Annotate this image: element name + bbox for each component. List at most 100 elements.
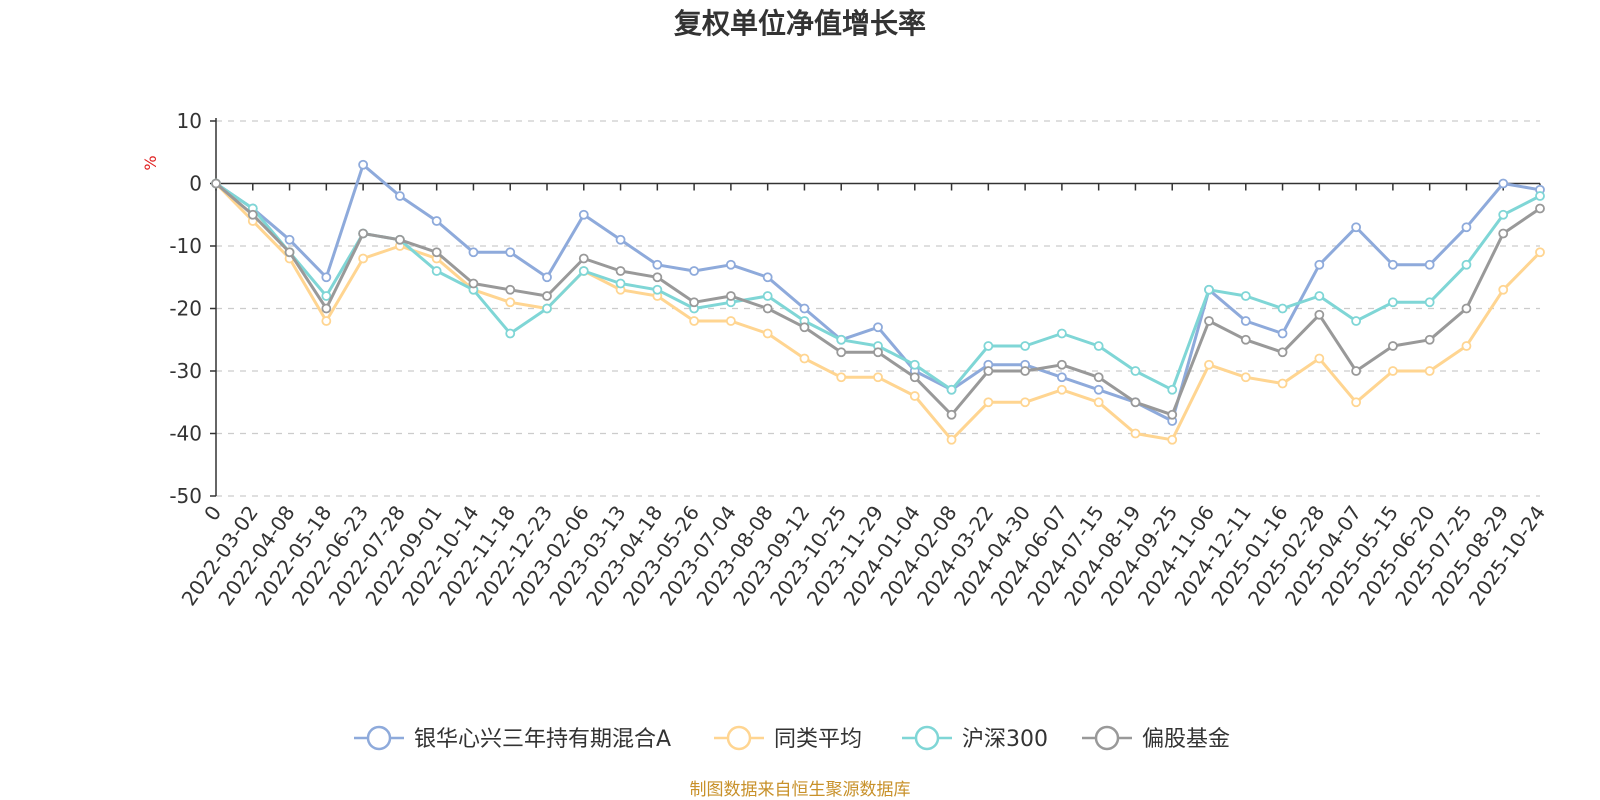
- data-point: [1498, 228, 1509, 239]
- data-point: [1351, 397, 1362, 408]
- data-point: [1130, 366, 1141, 376]
- legend-item[interactable]: 沪深300: [902, 725, 1048, 752]
- data-point: [725, 259, 736, 270]
- data-point: [725, 316, 736, 326]
- series-line: [214, 182, 1542, 392]
- data-point: [1130, 397, 1141, 408]
- data-point: [1351, 316, 1362, 326]
- data-point: [321, 272, 332, 283]
- data-point: [1424, 366, 1435, 376]
- legend-item[interactable]: 同类平均: [714, 725, 862, 752]
- data-point: [1314, 309, 1325, 320]
- series-2: [211, 178, 1545, 395]
- data-point: [542, 303, 552, 314]
- data-point: [909, 391, 920, 401]
- data-point: [1204, 359, 1214, 370]
- data-point: [431, 216, 442, 226]
- data-point: [799, 322, 810, 333]
- data-point: [762, 303, 773, 314]
- data-point: [431, 266, 442, 276]
- chart-title: 复权单位净值增长率: [674, 7, 926, 40]
- data-point: [578, 266, 589, 276]
- y-tick-label: 0: [189, 172, 202, 196]
- data-point: [505, 297, 516, 308]
- data-point: [1167, 434, 1178, 445]
- data-point: [468, 278, 479, 289]
- data-point: [799, 303, 810, 314]
- data-point: [505, 328, 516, 339]
- data-point: [762, 328, 773, 339]
- data-point: [615, 234, 626, 245]
- data-point: [1314, 291, 1325, 301]
- data-point: [909, 359, 920, 370]
- data-point: [358, 228, 369, 239]
- y-tick-label: -30: [169, 359, 202, 383]
- data-point: [1387, 366, 1398, 376]
- data-point: [1167, 384, 1178, 395]
- data-point: [1535, 191, 1545, 201]
- data-point: [652, 259, 663, 270]
- data-point: [542, 291, 552, 301]
- data-point: [247, 209, 258, 220]
- series-group: [211, 159, 1545, 445]
- data-point: [1498, 178, 1509, 189]
- axes: 100-10-20-30-40-5002022-03-022022-04-082…: [169, 109, 1550, 610]
- legend-label: 同类平均: [774, 727, 862, 752]
- legend-item[interactable]: 银华心兴三年持有期混合A: [354, 725, 671, 752]
- data-point: [578, 209, 589, 220]
- data-point: [1461, 259, 1472, 270]
- grid: [216, 120, 1540, 497]
- data-point: [1461, 222, 1472, 233]
- data-point: [211, 178, 221, 189]
- data-point: [946, 384, 957, 395]
- legend-item[interactable]: 偏股基金: [1082, 725, 1230, 752]
- data-point: [725, 291, 736, 301]
- data-point: [1387, 341, 1398, 351]
- data-point: [505, 284, 516, 295]
- data-point: [1277, 378, 1288, 389]
- data-point: [1204, 284, 1214, 295]
- data-point: [1461, 303, 1472, 314]
- data-point: [689, 266, 700, 276]
- data-point: [321, 316, 332, 326]
- legend[interactable]: 银华心兴三年持有期混合A 同类平均 沪深300 偏股基金: [354, 725, 1230, 752]
- data-point: [321, 303, 332, 314]
- data-point: [983, 341, 994, 351]
- data-point: [1020, 366, 1031, 376]
- data-point: [983, 397, 994, 408]
- data-point: [1387, 297, 1398, 308]
- data-point: [284, 247, 295, 258]
- data-point: [689, 297, 700, 308]
- data-point: [873, 347, 883, 358]
- data-point: [983, 366, 994, 376]
- legend-marker: [726, 725, 752, 751]
- data-point: [909, 372, 920, 383]
- data-point: [1424, 259, 1435, 270]
- data-point: [1498, 209, 1509, 220]
- data-point: [1130, 428, 1141, 439]
- legend-label: 沪深300: [962, 727, 1048, 752]
- data-point: [873, 372, 883, 383]
- data-point: [1056, 359, 1067, 370]
- y-axis-unit: %: [141, 155, 160, 170]
- data-point: [799, 353, 810, 364]
- data-point: [505, 247, 516, 258]
- y-tick-label: 10: [177, 109, 202, 133]
- data-point: [358, 159, 369, 170]
- data-point: [1240, 291, 1251, 301]
- data-point: [762, 291, 773, 301]
- data-point: [1277, 303, 1288, 314]
- legend-label: 偏股基金: [1142, 727, 1230, 752]
- data-point: [1167, 409, 1178, 420]
- data-point: [615, 278, 626, 289]
- legend-label: 银华心兴三年持有期混合A: [414, 727, 671, 752]
- series-3: [211, 178, 1545, 420]
- x-tick-label: 0: [199, 501, 226, 525]
- data-point: [1093, 397, 1104, 408]
- data-point: [468, 247, 479, 258]
- data-point: [394, 191, 405, 201]
- data-point: [578, 253, 589, 264]
- data-point: [1277, 328, 1288, 339]
- data-point: [836, 347, 847, 358]
